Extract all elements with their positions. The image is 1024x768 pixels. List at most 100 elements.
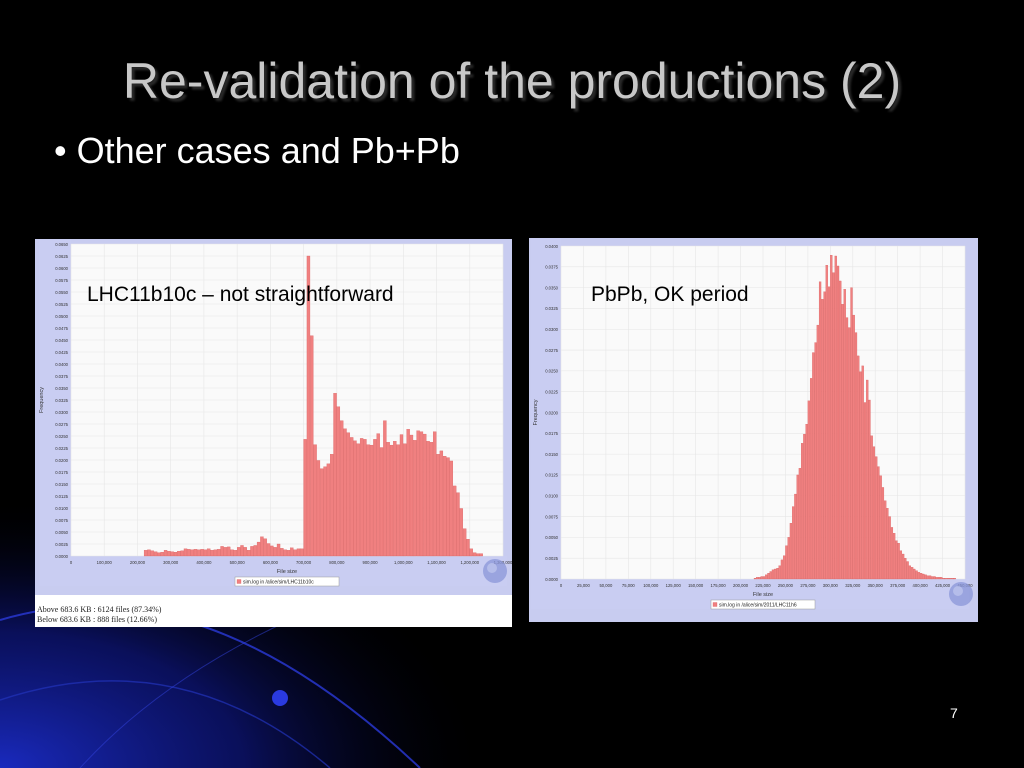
histogram-bar xyxy=(237,547,241,557)
chart-panel-lhc11b10c: 0.0000 0.0025 0.0050 0.0075 0.0100 0.0125 0.01… xyxy=(35,239,512,627)
histogram-bar xyxy=(922,573,925,580)
y-tick-label: 0.0000 xyxy=(55,554,68,559)
histogram-bar xyxy=(946,578,950,580)
histogram-bar xyxy=(266,543,271,557)
histogram-bar xyxy=(293,549,297,557)
histogram-bar xyxy=(163,550,168,557)
histogram-bar xyxy=(167,551,171,557)
slide-title: Re-validation of the productions (2) xyxy=(122,53,902,109)
histogram-bar xyxy=(850,287,853,580)
chart-caption: LHC11b10c – not straightforward xyxy=(87,283,394,306)
histogram-bar xyxy=(300,548,304,557)
histogram-bar xyxy=(783,555,786,580)
y-tick-label: 0.0400 xyxy=(55,362,68,367)
x-tick-label: 50,000 xyxy=(599,583,612,588)
histogram-bar xyxy=(827,286,831,580)
histogram-bar xyxy=(917,572,920,580)
histogram-bar xyxy=(190,549,194,557)
histogram-bar xyxy=(937,577,941,580)
histogram-bar xyxy=(895,540,898,580)
x-tick-label: 800,000 xyxy=(329,560,345,565)
histogram-bar xyxy=(353,440,357,557)
histogram-bar xyxy=(310,335,314,557)
histogram-bar xyxy=(852,314,855,580)
histogram-bar xyxy=(429,442,434,557)
histogram-bar xyxy=(805,424,808,580)
histogram-bar xyxy=(843,289,846,580)
histogram-bar xyxy=(306,255,311,557)
histogram-bar xyxy=(796,474,799,580)
histogram-bar xyxy=(399,434,404,557)
histogram-bar xyxy=(393,441,397,557)
histogram-bar xyxy=(767,573,770,580)
y-tick-label: 0.0125 xyxy=(545,473,558,478)
histogram-bar xyxy=(893,533,896,580)
y-tick-label: 0.0325 xyxy=(545,306,558,311)
x-tick-label: 425,000 xyxy=(935,583,951,588)
histogram-bar xyxy=(753,578,757,580)
y-tick-label: 0.0075 xyxy=(55,518,68,523)
histogram-bar xyxy=(928,575,932,580)
x-tick-label: 400,000 xyxy=(913,583,929,588)
histogram-bar xyxy=(426,441,430,557)
histogram-bar xyxy=(931,576,934,580)
histogram-bar xyxy=(886,508,889,580)
x-tick-label: 325,000 xyxy=(845,583,861,588)
y-tick-label: 0.0325 xyxy=(55,398,68,403)
histogram-bar xyxy=(227,546,231,557)
histogram-bar xyxy=(776,568,779,580)
histogram-bar xyxy=(210,550,214,557)
x-tick-label: 600,000 xyxy=(263,560,279,565)
histogram-bar xyxy=(406,429,410,557)
y-tick-label: 0.0150 xyxy=(545,452,558,457)
histogram-bar xyxy=(469,548,473,557)
y-tick-label: 0.0250 xyxy=(545,369,558,374)
histogram-bar xyxy=(789,523,793,580)
histogram-bar xyxy=(839,280,842,580)
y-tick-label: 0.0200 xyxy=(55,458,68,463)
globe-highlight xyxy=(953,586,963,596)
histogram-bar xyxy=(396,444,400,557)
histogram-bar xyxy=(333,393,337,557)
bullet-point: • Other cases and Pb+Pb xyxy=(54,130,460,171)
histogram-bar xyxy=(346,432,350,557)
histogram-bar xyxy=(326,463,331,557)
y-tick-label: 0.0150 xyxy=(55,482,68,487)
x-tick-label: 500,000 xyxy=(230,560,246,565)
histogram-bar xyxy=(230,549,234,557)
histogram-bar xyxy=(774,568,777,580)
y-tick-label: 0.0300 xyxy=(55,410,68,415)
x-tick-label: 100,000 xyxy=(97,560,113,565)
histogram-bar xyxy=(792,506,795,580)
histogram-bar xyxy=(803,433,806,580)
y-tick-label: 0.0350 xyxy=(545,285,558,290)
histogram-bar xyxy=(243,547,247,557)
histogram-bar xyxy=(821,299,824,580)
y-tick-label: 0.0525 xyxy=(55,302,68,307)
histogram-bar xyxy=(899,550,903,580)
histogram-bar xyxy=(818,281,822,580)
y-tick-label: 0.0050 xyxy=(55,530,68,535)
histogram-bar xyxy=(217,549,221,557)
x-tick-label: 25,000 xyxy=(577,583,590,588)
histogram-bar xyxy=(436,454,440,557)
histogram-bar xyxy=(336,406,341,557)
histogram-bar xyxy=(466,539,470,557)
legend-swatch xyxy=(236,579,242,584)
y-tick-label: 0.0425 xyxy=(55,350,68,355)
globe-highlight xyxy=(487,563,497,573)
y-tick-label: 0.0025 xyxy=(545,556,558,561)
histogram-bar xyxy=(902,553,905,580)
histogram-bar xyxy=(926,575,929,580)
x-tick-label: 225,000 xyxy=(755,583,771,588)
histogram-bar xyxy=(170,551,174,557)
y-tick-label: 0.0475 xyxy=(55,326,68,331)
histogram-bar xyxy=(379,447,384,557)
y-tick-label: 0.0275 xyxy=(545,348,558,353)
x-tick-label: 700,000 xyxy=(296,560,312,565)
histogram-bar xyxy=(868,399,871,580)
histogram-bar xyxy=(276,543,281,557)
histogram-bar xyxy=(153,551,158,557)
histogram-bar xyxy=(323,466,327,557)
histogram-bar xyxy=(884,500,887,580)
